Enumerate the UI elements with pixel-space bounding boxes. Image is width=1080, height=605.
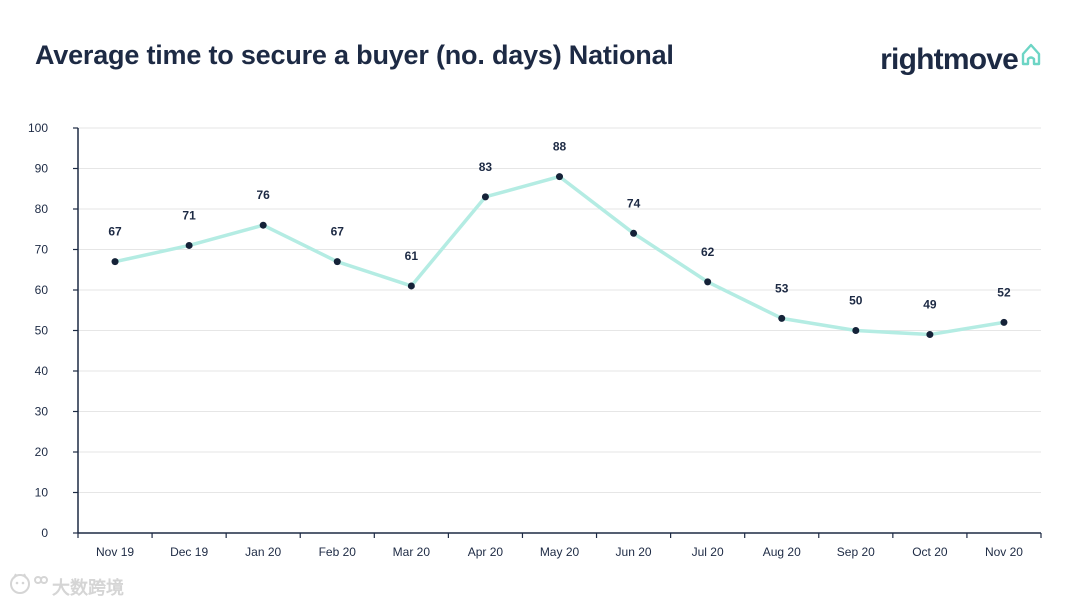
data-label: 62: [701, 245, 715, 259]
data-point: [333, 258, 341, 266]
x-tick-label: May 20: [540, 545, 580, 559]
data-point: [481, 193, 489, 201]
logo-text: rightmove: [880, 43, 1019, 76]
data-label: 67: [331, 225, 345, 239]
y-tick-label: 100: [28, 121, 48, 135]
data-point: [704, 278, 712, 286]
y-tick-label: 40: [35, 364, 49, 378]
data-label: 74: [627, 196, 641, 210]
chart-title: Average time to secure a buyer (no. days…: [35, 40, 674, 70]
data-point: [926, 331, 934, 339]
y-tick-label: 50: [35, 324, 49, 338]
house-outline-icon: [1020, 42, 1042, 73]
data-point: [556, 173, 563, 181]
data-point: [111, 258, 119, 266]
data-point: [630, 229, 638, 237]
x-tick-label: Feb 20: [319, 545, 357, 559]
data-point: [778, 314, 786, 322]
y-tick-label: 80: [35, 202, 49, 216]
data-label: 49: [923, 298, 937, 312]
x-tick-label: Jun 20: [616, 545, 652, 559]
y-tick-label: 70: [35, 243, 49, 257]
data-point: [185, 241, 193, 249]
x-tick-label: Oct 20: [912, 545, 948, 559]
watermark: 大数跨境: [8, 572, 124, 601]
x-tick-label: Sep 20: [837, 545, 875, 559]
x-tick-label: Nov 19: [96, 545, 134, 559]
x-tick-label: Jul 20: [692, 545, 724, 559]
data-label: 50: [849, 294, 863, 308]
y-tick-label: 30: [35, 405, 49, 419]
y-tick-label: 60: [35, 283, 49, 297]
data-point: [852, 327, 860, 334]
data-label: 88: [553, 140, 567, 154]
series-line: [113, 174, 1006, 337]
data-label: 76: [257, 188, 271, 202]
data-label: 52: [997, 285, 1011, 299]
x-tick-label: Jan 20: [245, 545, 281, 559]
data-label: 53: [775, 281, 789, 295]
x-tick-label: Nov 20: [985, 545, 1023, 559]
data-point: [259, 221, 267, 229]
brand-logo: rightmove: [880, 42, 1042, 78]
x-tick-label: Dec 19: [170, 545, 208, 559]
x-tick-label: Aug 20: [763, 545, 801, 559]
data-label: 83: [479, 160, 493, 174]
y-tick-label: 90: [35, 162, 49, 176]
data-label: 71: [182, 208, 196, 222]
y-tick-label: 0: [41, 526, 48, 540]
x-tick-label: Mar 20: [393, 545, 431, 559]
y-tick-label: 10: [35, 486, 49, 500]
cat-face-icon: [8, 572, 48, 601]
x-tick-label: Apr 20: [468, 545, 504, 559]
data-label: 67: [108, 225, 122, 239]
data-label: 61: [405, 249, 419, 263]
data-point: [1000, 318, 1008, 326]
watermark-text: 大数跨境: [52, 577, 124, 598]
y-tick-label: 20: [35, 445, 49, 459]
data-point: [407, 282, 415, 290]
